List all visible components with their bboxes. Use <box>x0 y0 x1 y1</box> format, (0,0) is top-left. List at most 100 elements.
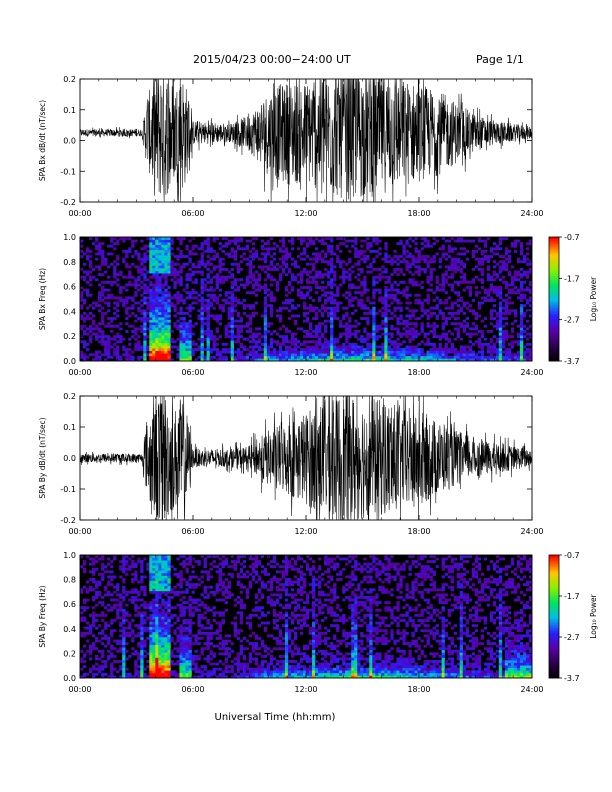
heat-cell <box>158 588 162 592</box>
heat-cell <box>233 350 237 354</box>
heat-cell <box>302 358 307 362</box>
heat-cell <box>486 350 491 354</box>
heat-cell <box>296 340 301 344</box>
heat-cell <box>143 286 147 289</box>
heat-cell <box>333 278 337 282</box>
heat-cell <box>236 244 240 248</box>
heat-cell <box>293 348 298 351</box>
heat-cell <box>278 247 283 251</box>
heat-cell <box>251 247 256 251</box>
heat-cell <box>143 345 147 349</box>
heat-cell <box>230 358 234 362</box>
heat-cell <box>528 262 533 266</box>
heat-cell <box>366 332 370 336</box>
heat-cell <box>459 252 463 256</box>
heat-cell <box>315 275 319 279</box>
heat-cell <box>239 317 244 320</box>
heat-cell <box>149 621 153 625</box>
heat-cell <box>360 268 364 271</box>
heat-cell <box>372 314 376 318</box>
heat-cell <box>468 286 473 289</box>
heat-cell <box>342 314 346 318</box>
heat-cell <box>134 590 138 594</box>
heat-cell <box>110 662 114 666</box>
heat-cell <box>507 335 512 339</box>
heat-cell <box>372 237 376 240</box>
heat-cell <box>324 340 328 344</box>
heat-cell <box>179 249 183 253</box>
heat-cell <box>330 342 334 346</box>
heat-cell <box>161 327 165 331</box>
heat-cell <box>188 350 192 354</box>
heat-cell <box>321 314 325 318</box>
heat-cell <box>188 309 192 313</box>
heat-cell <box>113 647 117 651</box>
heat-cell <box>411 260 415 264</box>
heat-cell <box>188 304 192 308</box>
heat-cell <box>492 270 497 274</box>
heat-cell <box>417 353 421 357</box>
heat-cell <box>263 340 268 344</box>
heat-cell <box>182 670 186 674</box>
heat-cell <box>86 257 90 261</box>
heat-cell <box>504 249 509 253</box>
heat-cell <box>146 675 150 679</box>
heat-cell <box>143 575 147 579</box>
panel-3: 00:00 06:00 12:00 18:00 24:000.20.10.0-0.1-0… <box>38 392 544 536</box>
heat-cell <box>429 353 433 357</box>
heat-cell <box>441 350 445 354</box>
heat-cell <box>227 270 231 274</box>
heat-cell <box>459 275 463 279</box>
heat-cell <box>251 306 256 310</box>
heat-cell <box>176 662 180 666</box>
heat-cell <box>143 619 147 622</box>
heat-cell <box>444 239 448 243</box>
heat-cell <box>528 296 533 300</box>
heat-cell <box>176 324 180 328</box>
heat-cell <box>381 275 385 279</box>
heat-cell <box>149 288 153 292</box>
heat-cell <box>83 319 87 323</box>
heat-cell <box>315 342 319 346</box>
heat-cell <box>360 358 364 362</box>
heat-cell <box>101 578 105 581</box>
heat-cell <box>248 260 253 264</box>
heat-cell <box>435 239 439 243</box>
heat-cell <box>212 342 216 346</box>
heat-cell <box>155 657 159 661</box>
heat-cell <box>158 355 162 359</box>
heat-cell <box>245 280 250 284</box>
heat-cell <box>450 288 454 292</box>
heat-cell <box>221 275 225 279</box>
heat-cell <box>185 337 189 341</box>
heat-cell <box>417 293 421 297</box>
heat-cell <box>158 662 162 666</box>
heat-cell <box>417 252 421 256</box>
heat-cell <box>188 275 192 279</box>
heat-cell <box>387 355 391 359</box>
heat-cell <box>80 350 84 354</box>
heat-cell <box>98 590 102 594</box>
heat-cell <box>306 319 310 323</box>
heat-cell <box>257 327 262 331</box>
heat-cell <box>309 309 313 313</box>
heat-cell <box>432 358 436 362</box>
heat-cell <box>164 244 168 248</box>
heat-cell <box>309 322 313 326</box>
heat-cell <box>143 296 147 300</box>
heat-cell <box>116 262 120 266</box>
data-trace <box>80 396 532 520</box>
heat-cell <box>179 265 183 269</box>
colorbar-segment <box>549 303 559 306</box>
heat-cell <box>197 631 201 635</box>
heat-cell <box>456 309 460 313</box>
heat-cell <box>390 260 394 264</box>
heat-cell <box>302 311 307 315</box>
heat-cell <box>158 603 162 607</box>
heat-cell <box>188 555 192 558</box>
heat-cell <box>477 330 482 333</box>
heat-cell <box>200 327 204 331</box>
heat-cell <box>456 358 460 362</box>
heat-cell <box>146 270 150 274</box>
heat-cell <box>272 257 277 261</box>
